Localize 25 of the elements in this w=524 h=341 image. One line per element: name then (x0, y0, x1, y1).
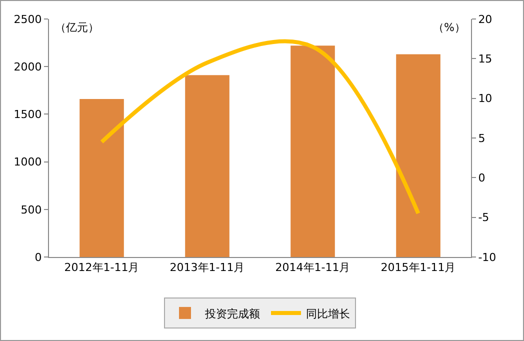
legend-label: 投资完成额 (204, 307, 260, 320)
y2-tick-label: 0 (478, 172, 486, 185)
y2-tick-label: 10 (478, 92, 492, 106)
y-tick-label: 500 (20, 203, 42, 216)
x-tick-label: 2015年1-11月 (380, 261, 456, 274)
y-tick-label: 2000 (14, 60, 42, 74)
y2-tick-label: 5 (478, 132, 486, 145)
bar (396, 54, 440, 257)
bar (290, 46, 335, 257)
y2-tick-label: -10 (478, 250, 496, 264)
y2-axis-title: （%） (433, 21, 466, 34)
y-axis-title: （亿元） (55, 21, 99, 34)
y-tick-label: 1000 (14, 156, 42, 169)
x-tick-label: 2013年1-11月 (170, 261, 245, 274)
bar (185, 75, 230, 257)
bar (80, 98, 124, 257)
y2-tick-label: -5 (478, 211, 490, 224)
y-tick-label: 2500 (14, 12, 42, 26)
x-tick-label: 2012年1-11月 (64, 261, 140, 274)
y2-tick-label: 20 (478, 12, 492, 26)
y2-tick-label: 15 (478, 52, 492, 66)
legend-label: 同比增长 (306, 307, 350, 320)
y-tick-label: 0 (34, 250, 42, 264)
y-tick-label: 1500 (14, 108, 42, 122)
x-tick-label: 2014年1-11月 (275, 261, 350, 274)
